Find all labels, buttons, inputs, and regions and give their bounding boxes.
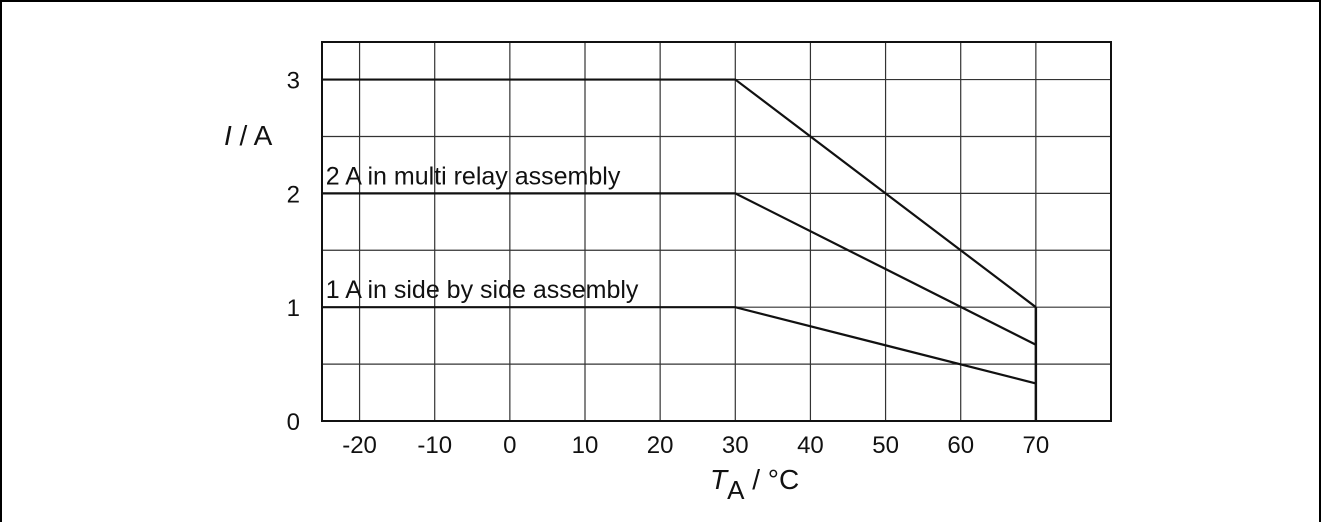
y-axis-label: I / A xyxy=(224,120,273,151)
x-tick-label: 70 xyxy=(1023,432,1050,459)
x-tick-label: -20 xyxy=(342,432,377,459)
x-tick-label: 20 xyxy=(647,432,674,459)
x-tick-label: 10 xyxy=(572,432,599,459)
y-tick-label: 3 xyxy=(287,68,300,95)
x-tick-label: 60 xyxy=(947,432,974,459)
series-line-2 xyxy=(322,192,1037,346)
x-axis-subscript: A xyxy=(727,475,745,505)
x-tick-label: 40 xyxy=(797,432,824,459)
y-axis-unit: / A xyxy=(232,120,273,151)
series-group xyxy=(322,78,1038,421)
x-tick-label: 50 xyxy=(872,432,899,459)
series-annotation: 2 A in multi relay assembly xyxy=(326,162,621,190)
y-tick-label: 0 xyxy=(287,409,300,436)
y-tick-labels: 0 1 2 3 xyxy=(287,68,300,436)
x-tick-label: 30 xyxy=(722,432,749,459)
x-axis-symbol: T xyxy=(710,464,729,495)
y-tick-label: 1 xyxy=(287,295,300,322)
y-tick-label: 2 xyxy=(287,181,300,208)
series-line-3 xyxy=(322,306,1037,385)
series-line-1 xyxy=(322,78,1037,309)
grid xyxy=(322,42,1111,421)
annotations: 2 A in multi relay assembly 1 A in side b… xyxy=(326,162,639,304)
series-annotation: 1 A in side by side assembly xyxy=(326,276,639,304)
x-axis-label: TA / °C xyxy=(710,464,799,505)
x-axis-unit: / °C xyxy=(744,464,799,495)
x-tick-label: 0 xyxy=(503,432,516,459)
x-tick-label: -10 xyxy=(417,432,452,459)
plot-area-border xyxy=(321,41,1112,422)
x-tick-labels: -20 -10 0 10 20 30 40 50 60 70 xyxy=(342,432,1049,459)
y-axis-symbol: I xyxy=(224,120,232,151)
